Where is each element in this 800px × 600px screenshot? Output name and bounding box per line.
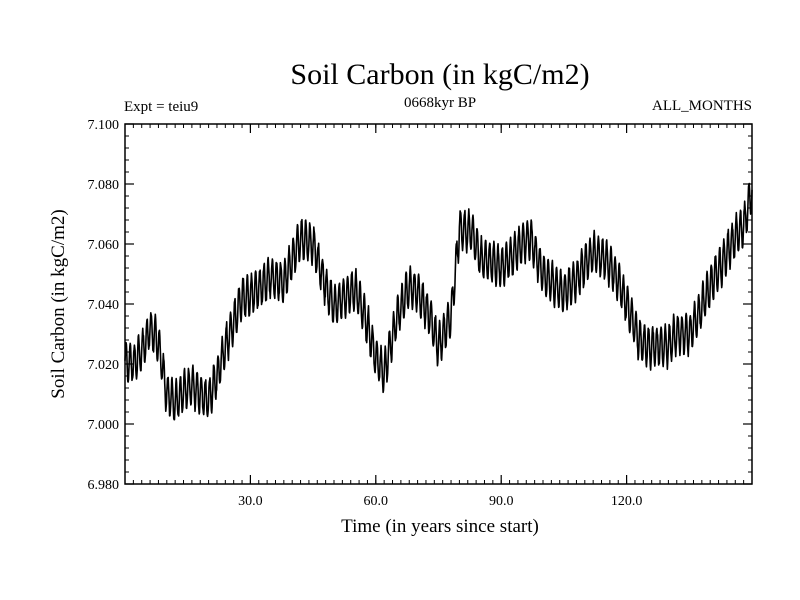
x-tick-label: 90.0 bbox=[489, 494, 514, 509]
axis-ticks: 30.0 60.0 90.0 120.0 6.980 7.000 7.020 7.040 7.0… bbox=[88, 118, 752, 509]
y-tick-label: 7.060 bbox=[88, 238, 120, 253]
y-tick-label: 7.080 bbox=[88, 178, 120, 193]
y-tick-label: 7.020 bbox=[88, 358, 120, 373]
x-tick-label: 120.0 bbox=[611, 494, 643, 509]
y-tick-label: 7.040 bbox=[88, 298, 120, 313]
x-tick-label: 30.0 bbox=[238, 494, 263, 509]
months-label: ALL_MONTHS bbox=[652, 98, 752, 114]
y-tick-label: 7.000 bbox=[88, 418, 120, 433]
y-tick-label: 6.980 bbox=[88, 478, 120, 493]
x-axis-label: Time (in years since start) bbox=[341, 516, 539, 537]
period-label: 0668kyr BP bbox=[404, 95, 476, 111]
y-tick-label: 7.100 bbox=[88, 118, 120, 133]
x-tick-label: 60.0 bbox=[364, 494, 389, 509]
experiment-label: Expt = teiu9 bbox=[124, 99, 198, 115]
chart-title: Soil Carbon (in kgC/m2) bbox=[290, 58, 589, 91]
y-axis-label: Soil Carbon (in kgC/m2) bbox=[48, 209, 69, 398]
series-line bbox=[124, 182, 753, 421]
plot-frame bbox=[124, 123, 753, 485]
series-group bbox=[124, 182, 753, 421]
